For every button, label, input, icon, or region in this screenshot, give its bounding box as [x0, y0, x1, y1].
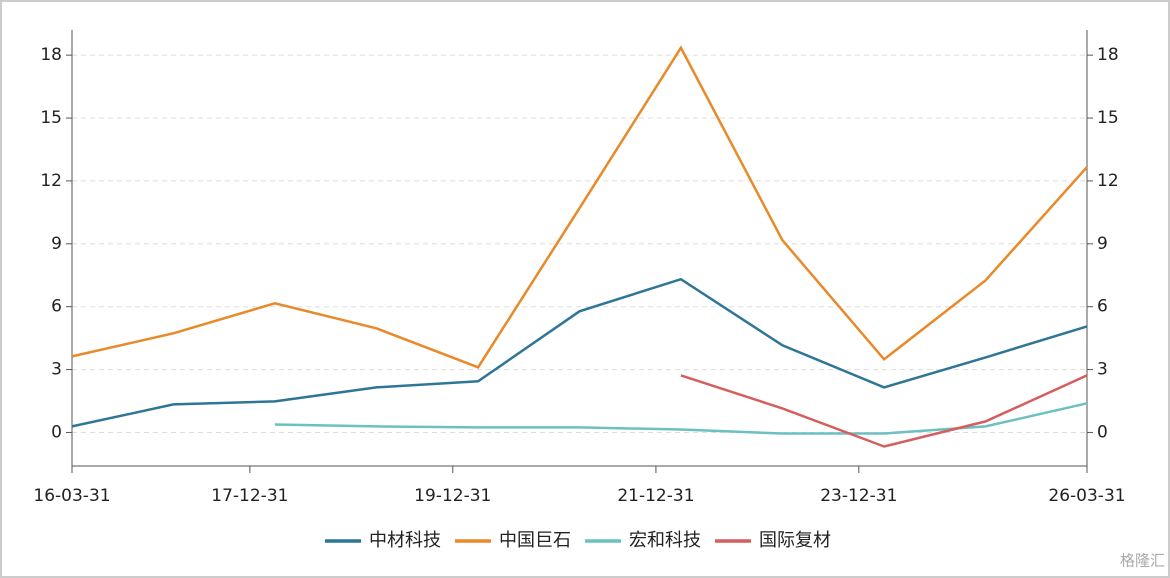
x-tick-label: 17-12-31: [211, 486, 288, 506]
y2-tick-label: 15: [1097, 108, 1119, 128]
legend-label: 中材科技: [369, 530, 441, 551]
y2-tick-label: 18: [1097, 45, 1119, 65]
legend-label: 宏和科技: [629, 530, 701, 551]
y2-tick-label: 0: [1097, 422, 1108, 442]
x-tick-label: 23-12-31: [820, 486, 897, 506]
x-tick-label: 19-12-31: [414, 486, 491, 506]
y-tick-label: 0: [51, 422, 62, 442]
watermark: 格隆汇: [1120, 552, 1165, 570]
legend-label: 中国巨石: [499, 530, 571, 551]
series-line: [71, 277, 1088, 428]
y2-tick-label: 12: [1097, 171, 1119, 191]
x-tick-label: 26-03-31: [1048, 486, 1125, 506]
y2-tick-label: 9: [1097, 234, 1108, 254]
legend-label: 国际复材: [759, 530, 831, 551]
x-tick-label: 21-12-31: [617, 486, 694, 506]
y-tick-label: 18: [40, 45, 62, 65]
y-tick-label: 6: [51, 297, 62, 317]
series-line: [680, 374, 1088, 448]
y-tick-label: 12: [40, 171, 62, 191]
y-tick-label: 9: [51, 234, 62, 254]
y-tick-label: 3: [51, 360, 62, 380]
y2-tick-label: 6: [1097, 297, 1108, 317]
x-tick-label: 16-03-31: [33, 486, 110, 506]
y2-tick-label: 3: [1097, 360, 1108, 380]
series-line: [71, 45, 1088, 369]
y-tick-label: 15: [40, 108, 62, 128]
